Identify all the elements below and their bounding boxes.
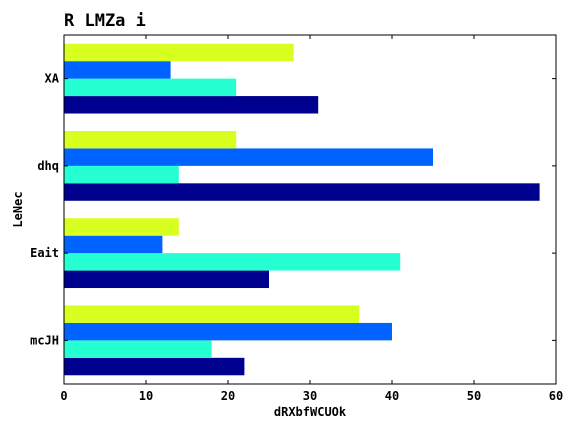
bar-dhq-series-2 [64, 165, 179, 184]
x-tick-label: 10 [139, 389, 153, 403]
x-tick-label: 30 [303, 389, 317, 403]
y-tick-label-XA: XA [45, 72, 60, 86]
chart-title: R LMZa i [64, 11, 146, 31]
x-tick-label: 20 [221, 389, 235, 403]
bars-group [64, 43, 540, 376]
bar-XA-series-2 [64, 78, 237, 97]
bar-Eait-series-1 [64, 270, 269, 289]
bar-XA-series-1 [64, 96, 319, 114]
bar-dhq-series-4 [64, 130, 237, 149]
x-tick-label: 40 [385, 389, 399, 403]
y-tick-label-Eait: Eait [30, 246, 59, 260]
y-tick-label-mcJH: mcJH [30, 333, 59, 347]
bar-dhq-series-1 [64, 183, 540, 201]
x-tick-label: 0 [60, 389, 67, 403]
bar-mcJH-series-2 [64, 340, 212, 358]
x-tick-label: 50 [467, 389, 481, 403]
bar-mcJH-series-1 [64, 357, 245, 376]
bar-XA-series-4 [64, 43, 294, 62]
x-axis-label: dRXbfWCUOk [274, 405, 347, 419]
x-tick-label: 60 [549, 389, 563, 403]
x-ticks: 0 10 20 30 40 50 60 [60, 35, 563, 403]
y-ticks: mcJH Eait dhq XA [30, 72, 556, 347]
bar-mcJH-series-4 [64, 305, 360, 323]
bar-dhq-series-3 [64, 148, 433, 166]
bar-XA-series-3 [64, 61, 171, 79]
bar-Eait-series-4 [64, 218, 179, 236]
bar-mcJH-series-3 [64, 322, 392, 341]
bar-Eait-series-2 [64, 253, 401, 271]
bar-Eait-series-3 [64, 235, 163, 254]
y-axis-label: LeNec [11, 191, 25, 227]
y-tick-label-dhq: dhq [37, 159, 59, 173]
